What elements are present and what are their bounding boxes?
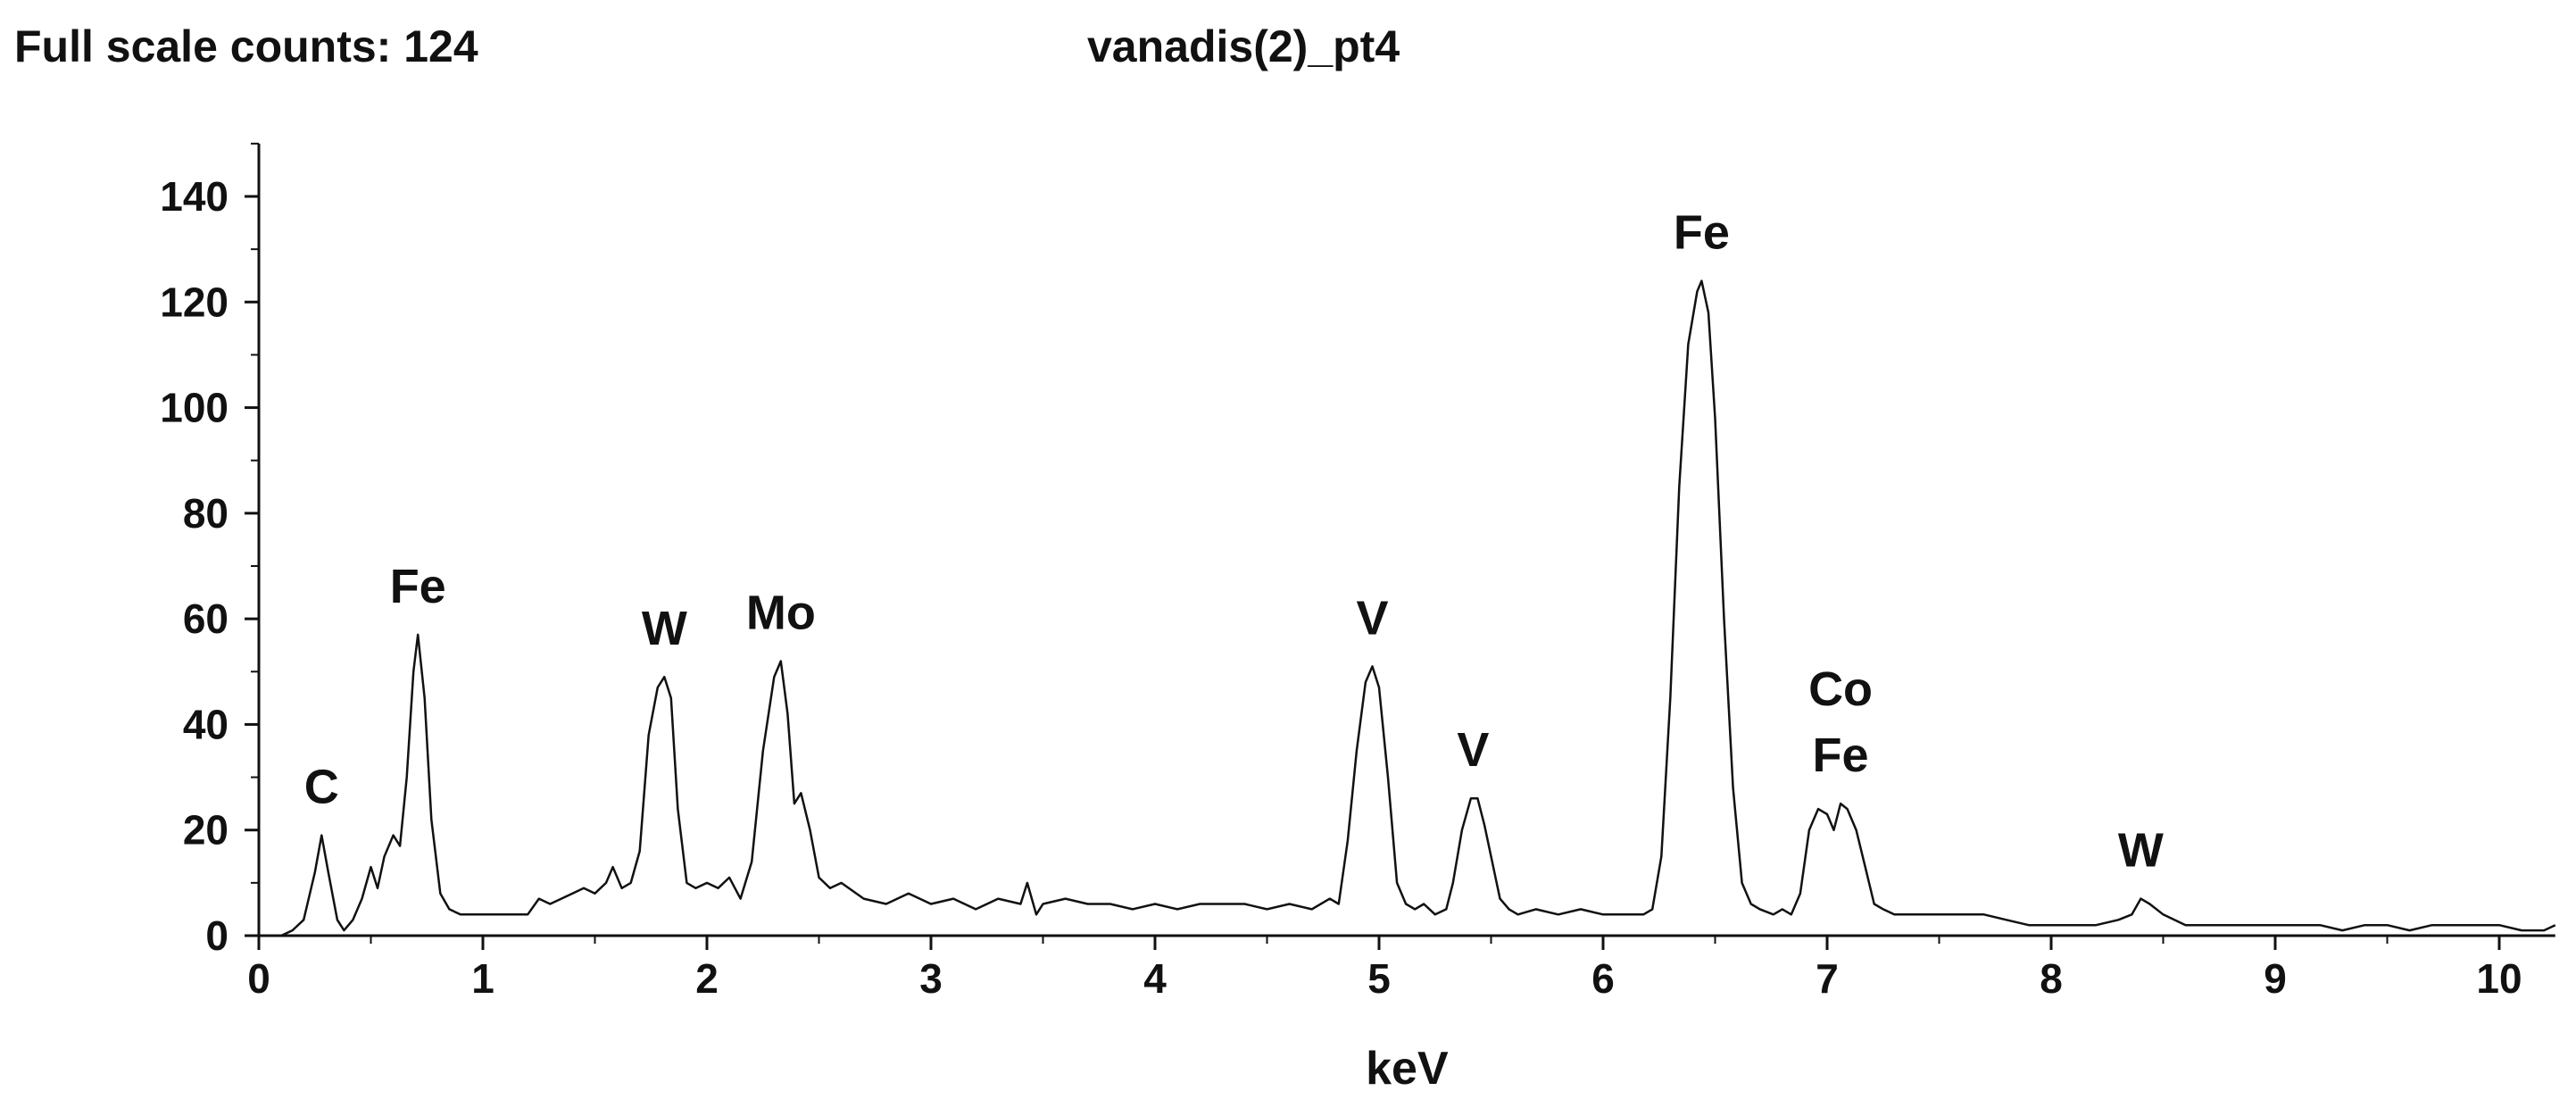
full-scale-label: Full scale counts:	[14, 21, 392, 71]
x-tick-label: 3	[919, 955, 943, 1002]
x-tick-label: 6	[1591, 955, 1615, 1002]
peak-label: W	[642, 602, 687, 655]
x-axis-title: keV	[1366, 1043, 1449, 1095]
x-tick-label: 0	[247, 955, 270, 1002]
peak-label: V	[1457, 723, 1489, 777]
x-tick-label: 1	[471, 955, 494, 1002]
full-scale-counts: Full scale counts: 124	[14, 20, 478, 73]
peak-label: Fe	[1813, 729, 1869, 782]
x-tick-label: 9	[2264, 955, 2287, 1002]
peak-label: Fe	[1674, 206, 1730, 260]
y-tick-label: 60	[183, 595, 229, 642]
y-tick-label: 140	[160, 173, 229, 220]
y-tick-label: 0	[205, 912, 229, 959]
y-tick-label: 100	[160, 385, 229, 431]
peak-label: Co	[1808, 662, 1873, 716]
y-tick-label: 40	[183, 701, 229, 747]
x-tick-label: 5	[1367, 955, 1391, 1002]
chart-axes	[257, 143, 2555, 937]
chart-series	[259, 279, 2556, 937]
x-tick-label: 7	[1816, 955, 1839, 1002]
x-tick-label: 8	[2040, 955, 2063, 1002]
y-tick-label: 80	[183, 490, 229, 537]
x-tick-label: 4	[1143, 955, 1167, 1002]
peak-label: Mo	[746, 586, 816, 639]
x-tick-label: 10	[2476, 955, 2522, 1002]
spectrum-line	[259, 279, 2556, 937]
peak-label: W	[2118, 824, 2164, 878]
y-tick-label: 20	[183, 807, 229, 854]
y-tick-label: 120	[160, 279, 229, 325]
spectrum-title: vanadis(2)_pt4	[1087, 21, 1400, 71]
x-tick-label: 2	[695, 955, 719, 1002]
full-scale-value: 124	[403, 21, 478, 71]
peak-label: Fe	[390, 560, 446, 613]
peak-label: C	[304, 761, 339, 814]
peak-label: V	[1356, 591, 1388, 645]
chart-peak-labels: C Fe W Mo V V Fe Fe Co W	[304, 206, 2164, 878]
